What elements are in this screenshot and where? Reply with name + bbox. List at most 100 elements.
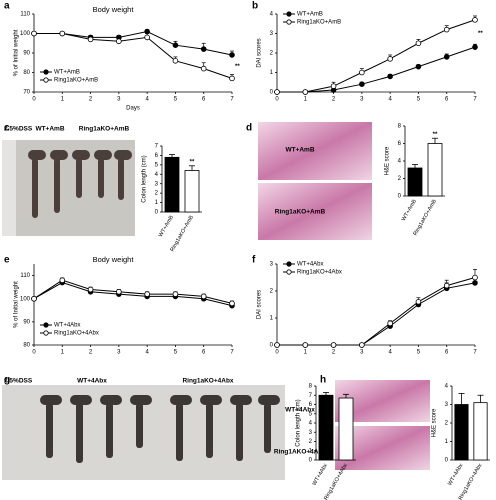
legend-label: WT+4Abx (54, 323, 81, 329)
point (200, 293, 207, 300)
photo-label: Ring1AKO+4Abx (274, 449, 327, 456)
chart-title: Body weight (93, 255, 135, 264)
legend-marker (286, 19, 292, 25)
colon-photo (2, 385, 285, 480)
y-tick-label: 3 (309, 430, 313, 436)
panel-letter: g (4, 375, 10, 386)
x-tick-label: 7 (473, 350, 477, 356)
y-tick-label: 2 (398, 176, 402, 182)
photo-label: 2.5%DSS (4, 126, 33, 133)
y-axis-label: % of Initial weight (14, 29, 20, 76)
point (229, 52, 235, 58)
point (387, 56, 393, 62)
x-tick-label: 6 (445, 350, 449, 356)
legend-label: WT+AmB (297, 12, 323, 18)
y-tick-label: 2 (445, 421, 449, 427)
y-tick-label: 100 (20, 31, 31, 37)
photo-label: Ring1aKO+4Abx (182, 378, 233, 385)
bar (338, 397, 354, 461)
y-tick-label: 3 (155, 181, 159, 187)
legend-label: Ring1aKO+AmB (297, 20, 341, 26)
histology-image (258, 183, 372, 240)
panel-letter: f (252, 255, 256, 266)
point (472, 280, 478, 286)
point (472, 17, 478, 23)
series-line (34, 33, 233, 79)
y-tick-label: 1 (270, 316, 274, 322)
point (359, 81, 365, 87)
y-tick-label: 8 (398, 124, 402, 130)
y-tick-label: 5 (155, 162, 159, 168)
bar (164, 156, 180, 213)
y-tick-label: 70 (23, 90, 30, 96)
point (415, 40, 422, 47)
y-tick-label: 90 (23, 51, 30, 57)
x-tick-label: 4 (388, 350, 392, 356)
y-tick-label: 80 (23, 70, 30, 76)
y-tick-label: 110 (20, 273, 30, 279)
point (172, 291, 179, 297)
chart-title: Body weight (93, 5, 135, 14)
point (144, 34, 150, 41)
legend-label: Ring1aKO+4Abx (54, 331, 99, 337)
point (172, 57, 179, 64)
y-axis-label: H&E score (385, 146, 391, 175)
bar (407, 167, 423, 197)
series-line (33, 281, 233, 307)
bar (473, 402, 488, 461)
point (330, 83, 337, 89)
legend-marker (43, 77, 49, 83)
y-tick-label: 6 (398, 141, 402, 147)
point (172, 42, 179, 48)
y-tick-label: 1 (309, 448, 313, 454)
y-tick-label: 0 (270, 343, 274, 349)
legend-label: WT+AmB (54, 70, 80, 76)
panel-letter: a (4, 1, 10, 12)
x-tick-label: 3 (117, 97, 121, 103)
y-tick-label: 100 (20, 296, 31, 302)
y-axis-label: Colon length (cm) (296, 399, 302, 446)
panel-letter: e (4, 255, 10, 266)
legend-label: Ring1aKO+AmB (54, 78, 98, 84)
y-tick-label: 1 (445, 439, 449, 445)
point (443, 26, 450, 33)
legend-label: Ring1aKO+4Abx (297, 270, 342, 276)
point (415, 63, 422, 70)
bar (454, 404, 469, 461)
point (274, 89, 280, 95)
y-tick-label: 4 (270, 12, 274, 18)
x-tick-label: 6 (202, 350, 206, 356)
y-tick-label: 2 (155, 191, 159, 197)
y-tick-label: 2 (270, 289, 274, 295)
x-tick-label: WT+4Abx (312, 463, 329, 487)
y-axis-label: % of Initial weight (14, 281, 20, 328)
photo-label: WT+4Abx (77, 378, 107, 385)
x-tick-label: 5 (174, 350, 178, 356)
photo-label: Ring1aKO+AmB (275, 209, 326, 216)
y-tick-label: 7 (155, 144, 159, 150)
y-tick-label: 3 (445, 402, 449, 408)
y-axis-label: H&E score (432, 408, 438, 437)
y-tick-label: 3 (270, 31, 274, 37)
point (59, 30, 66, 37)
x-tick-label: 6 (445, 97, 449, 103)
photo-label: WT+AmB (35, 126, 64, 133)
series-line (277, 19, 476, 93)
series-line (33, 279, 233, 304)
x-tick-label: 1 (304, 97, 308, 103)
point (200, 46, 207, 52)
x-tick-label: 0 (275, 350, 279, 356)
y-tick-label: 0 (398, 194, 402, 200)
y-tick-label: 7 (309, 393, 313, 399)
y-axis-label: DAI scores (257, 290, 263, 319)
point (200, 65, 207, 72)
point (144, 291, 150, 297)
legend-marker (43, 322, 49, 328)
y-tick-label: 4 (445, 384, 449, 390)
legend-label: WT+4Abx (297, 262, 324, 268)
legend-marker (43, 69, 49, 75)
x-tick-label: 4 (388, 97, 392, 103)
y-tick-label: 6 (155, 153, 159, 159)
x-tick-label: 3 (117, 350, 121, 356)
